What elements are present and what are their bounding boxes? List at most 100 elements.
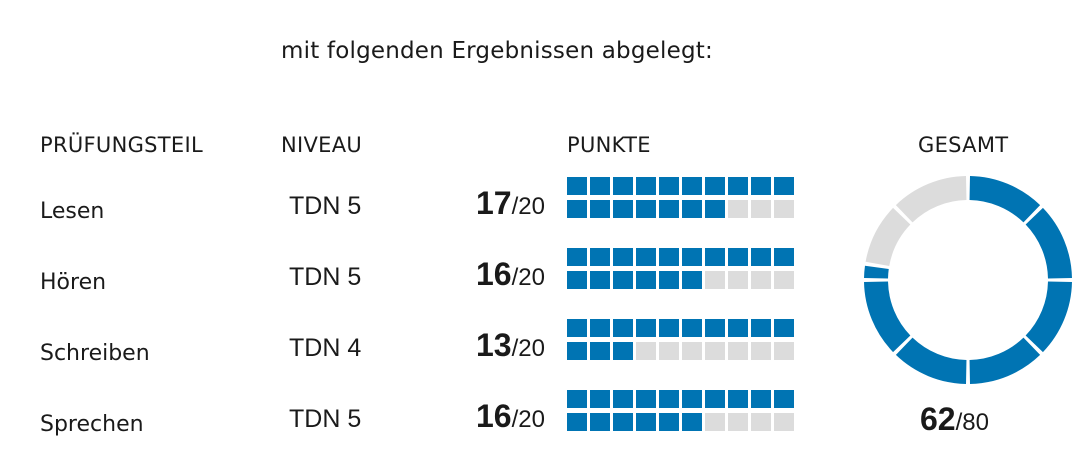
section-name: Hören bbox=[40, 270, 107, 295]
donut-segment-filled bbox=[1025, 207, 1072, 279]
score-cell-empty bbox=[705, 413, 725, 431]
total-donut-chart bbox=[864, 176, 1072, 384]
score-cell-filled bbox=[636, 248, 656, 266]
score-cell-empty bbox=[728, 342, 748, 360]
score-cell-filled bbox=[682, 248, 702, 266]
score-cell-empty bbox=[728, 413, 748, 431]
section-name: Lesen bbox=[40, 199, 105, 224]
score-cell-filled bbox=[613, 390, 633, 408]
total-max: /80 bbox=[955, 409, 989, 436]
donut-segment-filled bbox=[864, 265, 889, 279]
score-cell-filled bbox=[613, 342, 633, 360]
score-cell-empty bbox=[636, 342, 656, 360]
result-row-sprechen: Sprechen TDN 5 16/20 bbox=[0, 390, 860, 450]
score-cell-empty bbox=[751, 271, 771, 289]
score-max: /20 bbox=[511, 335, 545, 362]
score-cell-filled bbox=[613, 248, 633, 266]
score-cell-empty bbox=[705, 342, 725, 360]
score-cell-filled bbox=[728, 390, 748, 408]
score-cell-filled bbox=[636, 200, 656, 218]
score-cell-filled bbox=[728, 177, 748, 195]
score-cell-filled bbox=[659, 271, 679, 289]
score-points: 17 bbox=[476, 185, 512, 221]
score-cell-filled bbox=[590, 271, 610, 289]
score-cell-filled bbox=[659, 413, 679, 431]
score-cell-filled bbox=[751, 319, 771, 337]
total-score: 62/80 bbox=[920, 401, 989, 438]
section-level: TDN 4 bbox=[289, 334, 362, 362]
header-punkte: PUNKTE bbox=[567, 133, 651, 157]
score-cell-filled bbox=[682, 319, 702, 337]
score-max: /20 bbox=[511, 193, 545, 220]
score-cell-filled bbox=[613, 413, 633, 431]
score-cell-empty bbox=[728, 200, 748, 218]
score-cell-filled bbox=[590, 248, 610, 266]
header-niveau: NIVEAU bbox=[281, 133, 363, 157]
score-cell-filled bbox=[567, 413, 587, 431]
score-grid bbox=[567, 248, 794, 289]
header-pruefungsteil: PRÜFUNGSTEIL bbox=[40, 133, 203, 157]
score-cell-filled bbox=[567, 248, 587, 266]
score-cell-filled bbox=[590, 200, 610, 218]
score-cell-filled bbox=[682, 177, 702, 195]
donut-segment-filled bbox=[969, 176, 1041, 223]
score-cell-filled bbox=[774, 319, 794, 337]
section-score: 13/20 bbox=[476, 327, 545, 364]
score-cell-filled bbox=[682, 200, 702, 218]
score-cell-empty bbox=[774, 271, 794, 289]
score-cell-filled bbox=[567, 177, 587, 195]
score-cell-filled bbox=[682, 271, 702, 289]
score-cell-empty bbox=[659, 342, 679, 360]
score-cell-filled bbox=[567, 390, 587, 408]
section-score: 17/20 bbox=[476, 185, 545, 222]
score-cell-filled bbox=[774, 248, 794, 266]
score-cell-filled bbox=[682, 413, 702, 431]
score-max: /20 bbox=[511, 264, 545, 291]
section-score: 16/20 bbox=[476, 256, 545, 293]
score-cell-filled bbox=[636, 177, 656, 195]
score-cell-empty bbox=[774, 342, 794, 360]
donut-segment-empty bbox=[895, 176, 967, 223]
score-cell-filled bbox=[567, 271, 587, 289]
score-cell-filled bbox=[636, 319, 656, 337]
score-cell-filled bbox=[659, 390, 679, 408]
score-cell-empty bbox=[728, 271, 748, 289]
score-cell-filled bbox=[590, 319, 610, 337]
section-level: TDN 5 bbox=[289, 263, 362, 291]
score-cell-filled bbox=[705, 319, 725, 337]
result-row-schreiben: Schreiben TDN 4 13/20 bbox=[0, 319, 860, 379]
score-cell-empty bbox=[751, 413, 771, 431]
score-cell-filled bbox=[774, 390, 794, 408]
score-cell-empty bbox=[751, 200, 771, 218]
score-cell-filled bbox=[613, 177, 633, 195]
score-cell-filled bbox=[590, 413, 610, 431]
score-grid bbox=[567, 319, 794, 360]
score-cell-filled bbox=[728, 319, 748, 337]
score-cell-empty bbox=[774, 200, 794, 218]
donut-segment-empty bbox=[865, 207, 911, 266]
score-cell-filled bbox=[636, 413, 656, 431]
score-cell-filled bbox=[613, 271, 633, 289]
score-cell-filled bbox=[659, 319, 679, 337]
score-cell-filled bbox=[590, 390, 610, 408]
score-grid bbox=[567, 390, 794, 431]
score-cell-filled bbox=[705, 248, 725, 266]
score-max: /20 bbox=[511, 406, 545, 433]
score-cell-empty bbox=[705, 271, 725, 289]
score-cell-empty bbox=[774, 413, 794, 431]
score-cell-filled bbox=[567, 200, 587, 218]
score-cell-filled bbox=[751, 177, 771, 195]
score-cell-filled bbox=[659, 200, 679, 218]
score-grid bbox=[567, 177, 794, 218]
score-cell-filled bbox=[705, 177, 725, 195]
donut-segment-filled bbox=[864, 281, 911, 353]
section-name: Schreiben bbox=[40, 341, 150, 366]
score-cell-filled bbox=[590, 177, 610, 195]
score-cell-filled bbox=[659, 177, 679, 195]
total-points: 62 bbox=[920, 401, 956, 437]
score-cell-filled bbox=[728, 248, 748, 266]
intro-text: mit folgenden Ergebnissen abgelegt: bbox=[281, 38, 713, 64]
section-name: Sprechen bbox=[40, 412, 144, 437]
score-cell-filled bbox=[705, 390, 725, 408]
donut-segment-filled bbox=[895, 337, 967, 384]
